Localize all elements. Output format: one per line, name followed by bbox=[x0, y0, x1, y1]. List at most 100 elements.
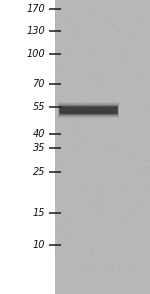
Point bbox=[128, 98, 131, 102]
Point bbox=[140, 86, 143, 90]
Point bbox=[117, 128, 119, 133]
Point bbox=[103, 147, 105, 152]
Point bbox=[86, 176, 88, 181]
Point bbox=[89, 280, 91, 285]
Point bbox=[140, 100, 142, 105]
Point bbox=[76, 178, 79, 183]
Point bbox=[97, 24, 100, 28]
Point bbox=[79, 262, 82, 267]
Point bbox=[70, 26, 73, 31]
Point bbox=[99, 177, 102, 182]
Point bbox=[78, 202, 81, 207]
Point bbox=[119, 244, 122, 248]
Point bbox=[77, 235, 79, 240]
Point bbox=[76, 46, 79, 51]
Point bbox=[80, 3, 82, 7]
Point bbox=[75, 273, 77, 277]
Point bbox=[130, 155, 132, 159]
Point bbox=[144, 262, 147, 267]
Point bbox=[99, 255, 101, 260]
Point bbox=[115, 2, 118, 7]
Point bbox=[132, 223, 134, 228]
Point bbox=[115, 87, 117, 91]
Point bbox=[119, 70, 122, 75]
Point bbox=[112, 163, 114, 168]
Point bbox=[88, 36, 90, 41]
Point bbox=[55, 195, 57, 200]
Point bbox=[100, 79, 103, 84]
Point bbox=[128, 263, 130, 267]
Point bbox=[120, 16, 122, 20]
Point bbox=[118, 150, 120, 155]
Point bbox=[63, 192, 65, 197]
Point bbox=[98, 56, 101, 61]
Point bbox=[91, 47, 94, 52]
Point bbox=[130, 31, 133, 36]
Point bbox=[78, 119, 81, 123]
Point bbox=[108, 130, 110, 135]
Point bbox=[66, 49, 69, 54]
Point bbox=[56, 68, 58, 73]
Point bbox=[81, 193, 83, 198]
Point bbox=[72, 88, 75, 93]
Point bbox=[54, 273, 57, 278]
Point bbox=[77, 97, 80, 102]
Point bbox=[55, 284, 57, 288]
Point bbox=[127, 240, 130, 245]
Point bbox=[86, 253, 89, 258]
Point bbox=[139, 17, 141, 22]
Point bbox=[69, 166, 72, 171]
Point bbox=[61, 223, 64, 228]
Point bbox=[62, 60, 64, 65]
Point bbox=[84, 108, 87, 113]
Point bbox=[81, 59, 83, 64]
Point bbox=[89, 35, 92, 39]
Point bbox=[80, 32, 82, 36]
Point bbox=[133, 163, 135, 168]
Point bbox=[79, 266, 82, 271]
Point bbox=[94, 142, 96, 146]
Point bbox=[58, 288, 60, 292]
Point bbox=[128, 77, 131, 82]
Point bbox=[94, 121, 96, 126]
Point bbox=[72, 126, 75, 130]
Point bbox=[95, 230, 97, 235]
Point bbox=[145, 259, 147, 264]
Point bbox=[80, 61, 83, 66]
Point bbox=[100, 268, 103, 273]
Point bbox=[81, 129, 83, 134]
Point bbox=[80, 50, 82, 55]
Point bbox=[146, 69, 148, 74]
Point bbox=[99, 82, 102, 87]
Point bbox=[74, 162, 76, 167]
Point bbox=[73, 14, 75, 19]
Point bbox=[129, 65, 132, 69]
Point bbox=[61, 12, 63, 16]
Point bbox=[91, 204, 93, 209]
Point bbox=[82, 62, 84, 67]
Point bbox=[110, 214, 112, 219]
Point bbox=[136, 263, 138, 267]
Point bbox=[119, 157, 122, 162]
Point bbox=[85, 267, 87, 272]
Point bbox=[82, 208, 84, 213]
Point bbox=[115, 110, 117, 115]
Point bbox=[110, 49, 112, 54]
Point bbox=[108, 238, 111, 242]
Point bbox=[63, 148, 65, 153]
Point bbox=[120, 142, 123, 146]
Point bbox=[128, 138, 130, 142]
Point bbox=[59, 76, 61, 81]
Point bbox=[77, 93, 79, 97]
Point bbox=[106, 165, 108, 170]
Point bbox=[118, 27, 121, 32]
Point bbox=[60, 229, 62, 233]
Point bbox=[107, 60, 110, 64]
Point bbox=[84, 246, 87, 251]
Point bbox=[68, 55, 71, 60]
Point bbox=[73, 124, 76, 128]
Point bbox=[78, 212, 80, 216]
Point bbox=[105, 112, 107, 117]
Point bbox=[133, 87, 135, 91]
Point bbox=[113, 225, 116, 230]
